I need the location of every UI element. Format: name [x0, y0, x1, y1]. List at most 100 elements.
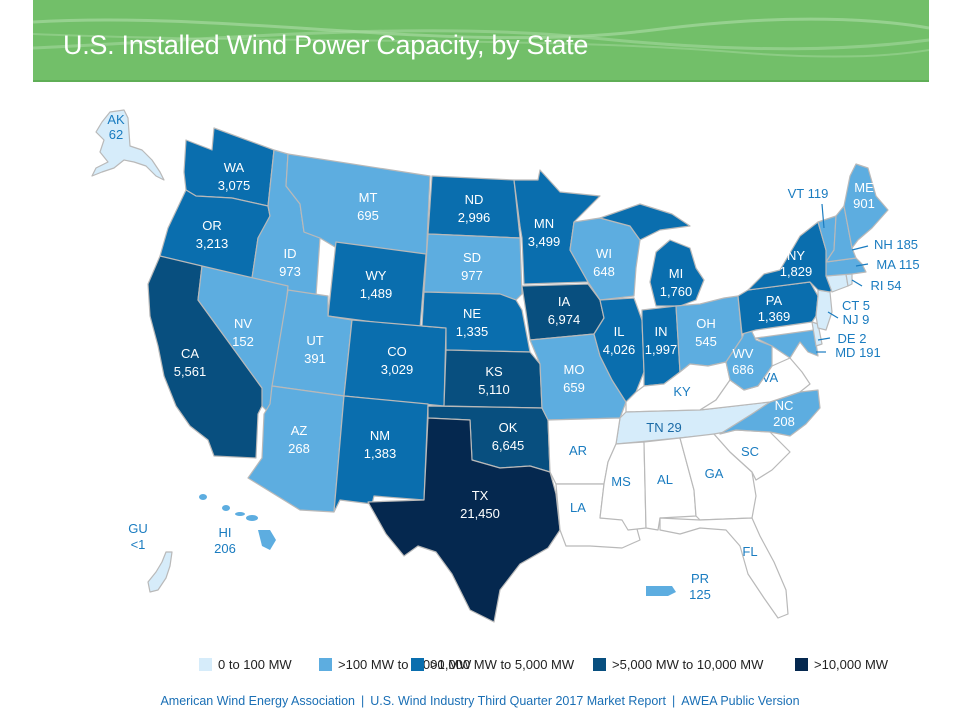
state-value-WY: 1,489 — [360, 286, 393, 301]
state-KS[interactable]: KS 5,110 — [443, 349, 543, 409]
state-TX[interactable]: TX 21,450 — [367, 417, 561, 623]
state-value-AZ: 268 — [288, 441, 310, 456]
state-value-WA: 3,075 — [218, 178, 251, 193]
leader-NJ — [827, 311, 839, 319]
state-IL[interactable]: IL 4,026 — [593, 297, 645, 403]
state-AK[interactable]: AK 62 — [91, 109, 165, 181]
territory-GU[interactable]: GU <1 — [128, 521, 173, 593]
state-label-NY: NY — [787, 248, 805, 263]
callout-NJ: NJ 9 — [843, 312, 870, 327]
state-value-OH: 545 — [695, 334, 717, 349]
state-NM[interactable]: NM 1,383 — [333, 395, 429, 513]
state-value-NY: 1,829 — [780, 264, 813, 279]
leader-MA — [855, 263, 869, 267]
state-label-NE: NE — [463, 306, 481, 321]
state-label-FL: FL — [742, 544, 757, 559]
state-label-AZ: AZ — [291, 423, 308, 438]
legend: 0 to 100 MW >100 MW to 1,000 MW >1,000 M… — [0, 657, 960, 675]
leader-RI — [851, 279, 863, 287]
state-label-GU: GU — [128, 521, 148, 536]
state-IN[interactable]: IN 1,997 — [641, 305, 681, 387]
banner-divider — [33, 80, 929, 82]
state-label-NV: NV — [234, 316, 252, 331]
state-label-CO: CO — [387, 344, 407, 359]
state-label-ID: ID — [284, 246, 297, 261]
state-ND[interactable]: ND 2,996 — [427, 175, 521, 239]
state-NY[interactable]: NY 1,829 — [747, 221, 837, 293]
leader-NH — [851, 245, 869, 251]
state-label-ME: ME — [854, 180, 874, 195]
state-label-MI: MI — [669, 266, 683, 281]
state-value-NE: 1,335 — [456, 324, 489, 339]
state-label-ND: ND — [465, 192, 484, 207]
state-label-NM: NM — [370, 428, 390, 443]
callout-NH: NH 185 — [874, 237, 918, 252]
state-label-NC: NC — [775, 398, 794, 413]
leader-VT — [821, 203, 825, 229]
state-label-SD: SD — [463, 250, 481, 265]
state-value-WV: 686 — [732, 362, 754, 377]
state-CO[interactable]: CO 3,029 — [343, 319, 447, 407]
legend-swatch — [593, 658, 606, 671]
state-label-AL: AL — [657, 472, 673, 487]
footer: American Wind Energy Association | U.S. Wi… — [0, 694, 960, 708]
state-OR[interactable]: OR 3,213 — [159, 189, 271, 279]
state-label-OK: OK — [499, 420, 518, 435]
state-label-UT: UT — [306, 333, 323, 348]
state-NE[interactable]: NE 1,335 — [421, 291, 531, 353]
state-label-MT: MT — [359, 190, 378, 205]
state-GA[interactable]: GA — [679, 433, 757, 521]
state-WV[interactable]: WV 686 — [725, 323, 773, 391]
page-title: U.S. Installed Wind Power Capacity, by S… — [63, 30, 589, 60]
state-FL[interactable]: FL — [659, 517, 789, 619]
state-value-OR: 3,213 — [196, 236, 229, 251]
state-WY[interactable]: WY 1,489 — [327, 241, 427, 329]
state-label-MS: MS — [611, 474, 631, 489]
state-NV[interactable]: NV 152 — [197, 265, 289, 419]
state-label-WY: WY — [366, 268, 387, 283]
state-label-IA: IA — [558, 294, 571, 309]
legend-swatch — [319, 658, 332, 671]
state-value-ND: 2,996 — [458, 210, 491, 225]
state-label-TN: TN 29 — [646, 420, 681, 435]
state-MN[interactable]: MN 3,499 — [513, 169, 601, 285]
territory-PR[interactable]: PR 125 — [646, 571, 711, 602]
state-value-PA: 1,369 — [758, 309, 791, 324]
state-value-CA: 5,561 — [174, 364, 207, 379]
legend-label: 0 to 100 MW — [218, 657, 292, 672]
state-value-NC: 208 — [773, 414, 795, 429]
state-label-MN: MN — [534, 216, 554, 231]
legend-label: >100 MW to 1,000 MW — [338, 657, 472, 672]
state-SD[interactable]: SD 977 — [423, 233, 523, 301]
state-HI[interactable]: HI 206 — [199, 494, 276, 556]
title-banner: U.S. Installed Wind Power Capacity, by S… — [33, 0, 929, 80]
state-value-HI: 206 — [214, 541, 236, 556]
state-NC[interactable]: NC 208 — [719, 389, 821, 437]
state-label-WA: WA — [224, 160, 245, 175]
state-value-SD: 977 — [461, 268, 483, 283]
state-label-SC: SC — [741, 444, 759, 459]
legend-swatch — [411, 658, 424, 671]
state-ME[interactable]: ME 901 — [843, 163, 889, 249]
state-AR[interactable]: AR — [547, 417, 621, 485]
state-value-KS: 5,110 — [478, 382, 510, 397]
footer-separator: | — [360, 694, 365, 708]
state-NJ[interactable] — [815, 289, 833, 331]
legend-swatch — [795, 658, 808, 671]
state-MI[interactable]: MI 1,760 — [599, 203, 705, 307]
footer-separator: | — [671, 694, 676, 708]
state-WA[interactable]: WA 3,075 — [183, 127, 275, 207]
state-label-HI: HI — [219, 525, 232, 540]
state-label-OR: OR — [202, 218, 222, 233]
state-value-UT: 391 — [304, 351, 326, 366]
state-IA[interactable]: IA 6,974 — [521, 283, 605, 341]
state-label-AR: AR — [569, 443, 587, 458]
state-value-MT: 695 — [357, 208, 379, 223]
state-MT[interactable]: MT 695 — [285, 153, 431, 263]
state-value-WI: 648 — [593, 264, 615, 279]
state-label-PR: PR — [691, 571, 709, 586]
state-label-TX: TX — [472, 488, 489, 503]
state-TN[interactable]: TN 29 — [615, 401, 771, 445]
state-label-AK: AK — [107, 112, 125, 127]
legend-item-1000-5000: >1,000 MW to 5,000 MW — [411, 657, 574, 672]
